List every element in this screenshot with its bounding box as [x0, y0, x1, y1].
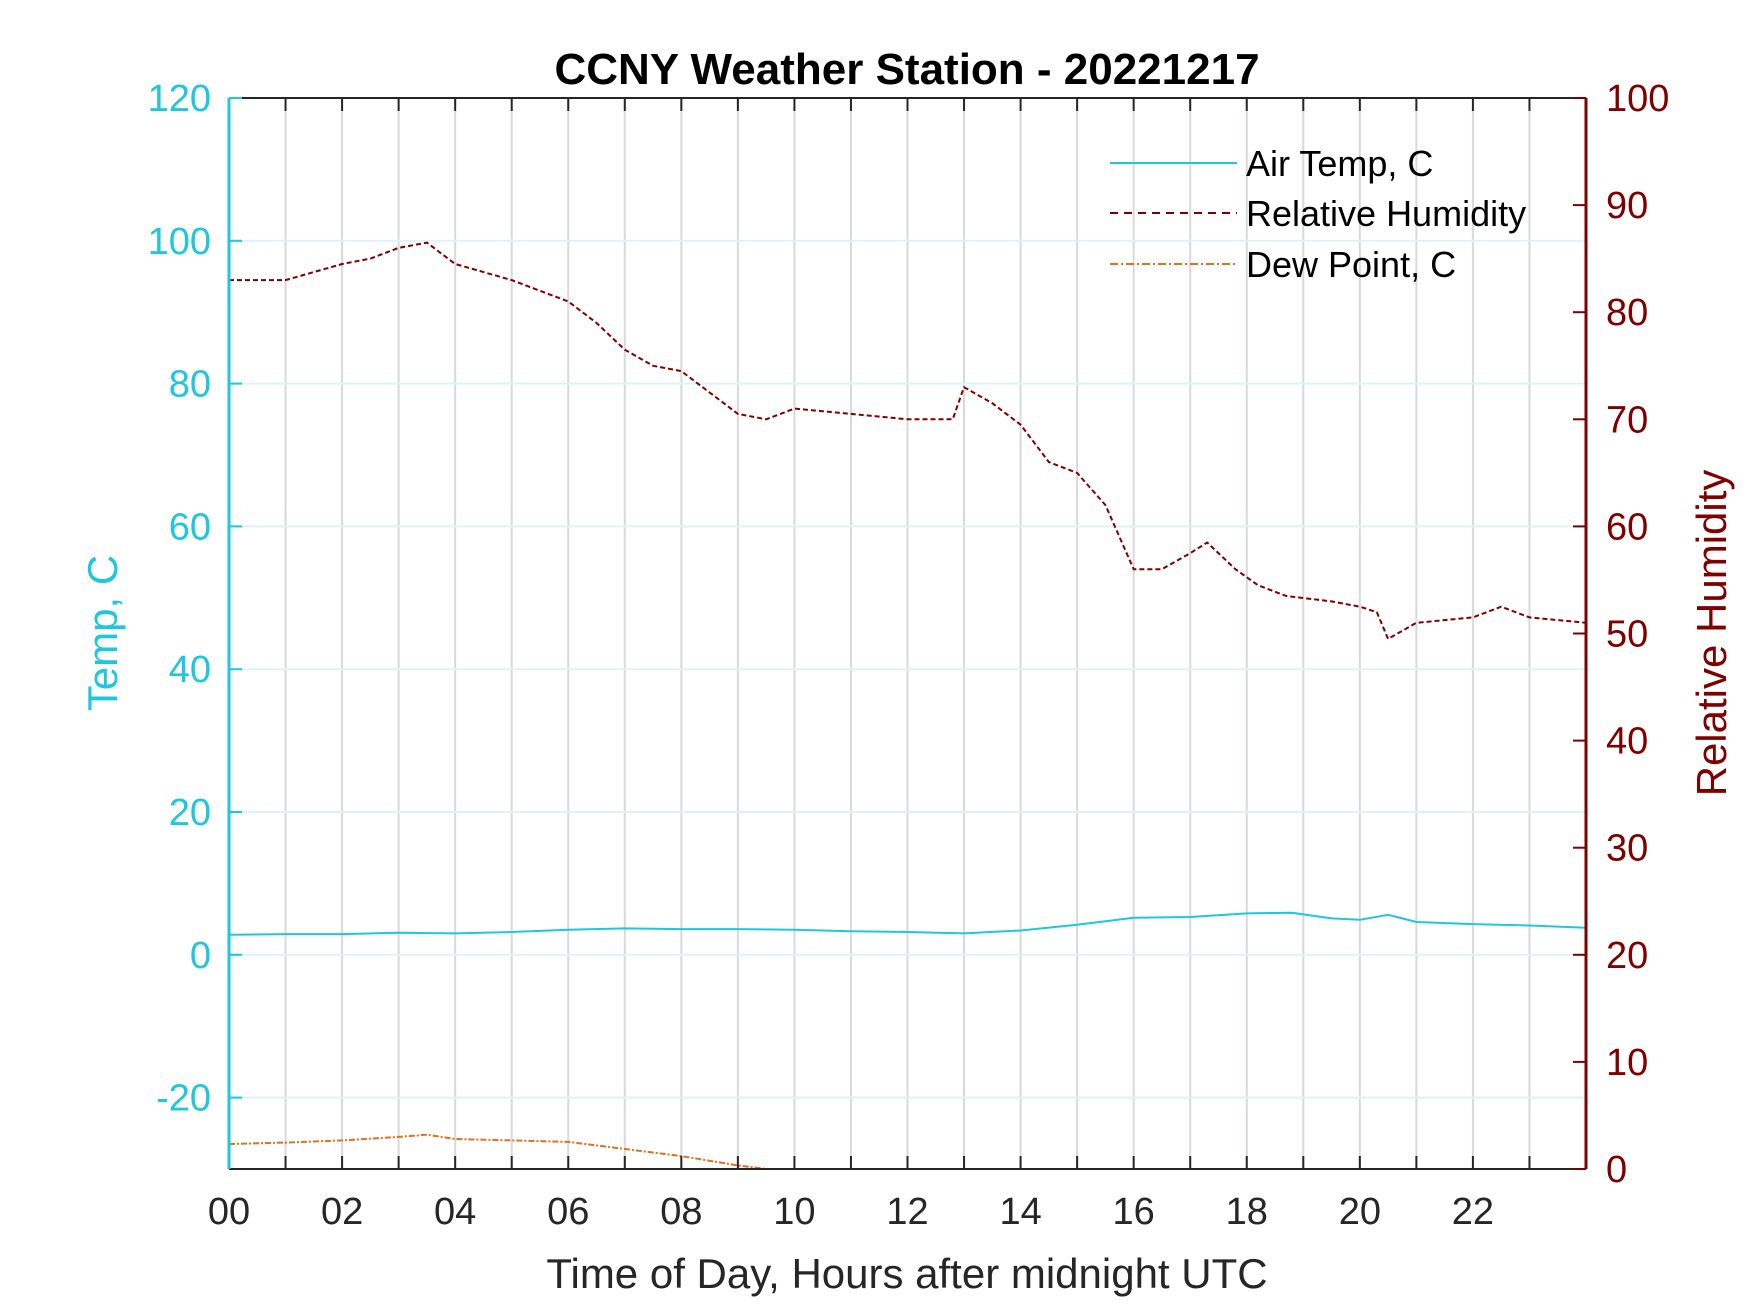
x-tick-label: 00: [208, 1191, 250, 1233]
x-tick-label: 18: [1226, 1191, 1268, 1233]
x-tick-label: 20: [1339, 1191, 1381, 1233]
y-right-tick-label: 30: [1606, 828, 1648, 870]
legend-label-dew-point: Dew Point, C: [1246, 244, 1456, 285]
y-right-tick-label: 90: [1606, 185, 1648, 227]
x-tick-label: 04: [434, 1191, 476, 1233]
ticks-layer: 00 02 04 06 08 10 12 14 16 18 20 22-200204060801001…: [148, 78, 1670, 1233]
x-tick-label: 22: [1452, 1191, 1494, 1233]
x-tick-label: 14: [999, 1191, 1041, 1233]
y-right-tick-label: 20: [1606, 935, 1648, 977]
y-right-tick-label: 100: [1606, 78, 1669, 120]
legend-label-air-temp: Air Temp, C: [1246, 143, 1433, 184]
y-right-tick-label: 60: [1606, 506, 1648, 548]
x-tick-label: 16: [1113, 1191, 1155, 1233]
y-right-tick-label: 80: [1606, 292, 1648, 334]
y-axis-right-label: Relative Humidity: [1688, 470, 1735, 797]
x-tick-label: 08: [660, 1191, 702, 1233]
series-humidity-line: [229, 241, 1587, 640]
y-left-tick-label: 80: [169, 364, 211, 406]
y-right-tick-label: 10: [1606, 1042, 1648, 1084]
legend-label-humidity: Relative Humidity: [1246, 193, 1526, 234]
x-axis-label: Time of Day, Hours after midnight UTC: [546, 1250, 1267, 1297]
y-left-tick-label: -20: [156, 1078, 211, 1120]
y-left-tick-label: 60: [169, 506, 211, 548]
y-left-tick-label: 0: [190, 935, 211, 977]
y-right-tick-label: 40: [1606, 721, 1648, 763]
legend: Air Temp, C Relative Humidity Dew Point,…: [1110, 143, 1526, 285]
x-tick-label: 10: [773, 1191, 815, 1233]
y-right-tick-label: 50: [1606, 614, 1648, 656]
x-tick-label: 12: [886, 1191, 928, 1233]
grid: [229, 98, 1586, 1169]
y-right-tick-label: 70: [1606, 399, 1648, 441]
x-tick-label: 02: [321, 1191, 363, 1233]
series-air-temp-line: [228, 911, 1587, 936]
series-dew-point-line: [228, 1133, 823, 1170]
y-left-tick-label: 20: [169, 792, 211, 834]
y-axis-left-label: Temp, C: [79, 555, 126, 711]
y-left-tick-label: 100: [148, 221, 211, 263]
series-layer: [228, 241, 1587, 1170]
y-right-tick-label: 0: [1606, 1149, 1627, 1191]
y-left-tick-label: 40: [169, 649, 211, 691]
x-tick-label: 06: [547, 1191, 589, 1233]
chart-title: CCNY Weather Station - 20221217: [554, 45, 1259, 94]
y-left-tick-label: 120: [148, 78, 211, 120]
